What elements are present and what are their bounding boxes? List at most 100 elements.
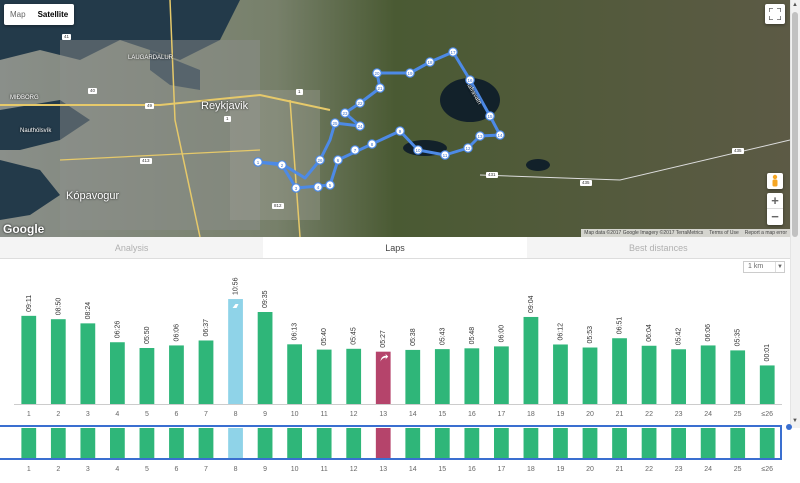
lap-marker[interactable]: 23: [340, 108, 350, 118]
lap-bar[interactable]: [700, 345, 716, 404]
bar-value-label: 10:56: [233, 277, 240, 295]
lap-marker[interactable]: 16: [465, 75, 475, 85]
scrollbar-thumb[interactable]: [792, 12, 798, 237]
scroll-down-icon[interactable]: ▼: [792, 418, 798, 424]
report-error-link[interactable]: Report a map error: [744, 230, 787, 236]
lap-bar[interactable]: [80, 323, 96, 404]
lap-marker[interactable]: 11: [440, 150, 450, 160]
lap-bar[interactable]: [316, 349, 332, 404]
bar-value-label: 09:35: [262, 290, 269, 308]
x-tick-label: 13: [379, 411, 387, 418]
lap-marker-label: 5: [329, 183, 332, 188]
overview-tick-label: 7: [204, 466, 208, 473]
lap-marker[interactable]: 17: [448, 47, 458, 57]
lap-marker[interactable]: 25: [330, 118, 340, 128]
road-badge: 435: [732, 148, 744, 154]
tab-analysis[interactable]: Analysis: [0, 237, 264, 258]
overview-bar: [700, 428, 716, 458]
tab-laps[interactable]: Laps: [263, 237, 527, 258]
lap-bar[interactable]: [287, 344, 302, 404]
lap-marker[interactable]: 9: [395, 126, 405, 136]
lap-bar[interactable]: [21, 315, 37, 404]
lap-bar[interactable]: [464, 348, 480, 404]
lap-marker[interactable]: 15: [485, 111, 495, 121]
lap-marker[interactable]: 12: [463, 143, 473, 153]
lap-marker-label: 23: [342, 111, 348, 116]
lap-marker[interactable]: 18: [425, 57, 435, 67]
lap-marker[interactable]: 22: [355, 98, 365, 108]
lap-marker[interactable]: 13: [475, 131, 485, 141]
lap-marker-label: 18: [427, 60, 433, 65]
lap-bar[interactable]: [434, 349, 450, 404]
lap-marker[interactable]: 6: [333, 155, 343, 165]
x-tick-label: 19: [557, 411, 565, 418]
overview-bar: [730, 428, 746, 458]
x-tick-label: 23: [675, 411, 683, 418]
lap-marker[interactable]: 5: [325, 180, 335, 190]
lap-bar[interactable]: [257, 312, 273, 404]
lap-marker[interactable]: 21: [375, 83, 385, 93]
bar-value-label: 06:51: [617, 317, 624, 335]
range-handle[interactable]: [786, 424, 792, 430]
lap-marker[interactable]: 1: [253, 157, 263, 167]
chevron-down-icon: ▼: [775, 262, 784, 272]
lap-bar[interactable]: [582, 347, 598, 404]
map-type-map-button[interactable]: Map: [10, 10, 26, 19]
lap-marker[interactable]: 3: [291, 183, 301, 193]
bar-value-label: 08:24: [85, 302, 92, 320]
tab-best-distances[interactable]: Best distances: [526, 237, 790, 258]
lap-marker[interactable]: 10: [413, 145, 423, 155]
lap-marker-label: 20: [374, 71, 380, 76]
fullscreen-button[interactable]: [765, 4, 785, 24]
scroll-up-icon[interactable]: ▲: [792, 2, 798, 8]
lap-marker[interactable]: 24: [355, 121, 365, 131]
lap-bar[interactable]: [50, 319, 66, 404]
lap-bar[interactable]: [759, 365, 775, 404]
lap-marker-label: 1: [257, 160, 260, 165]
lap-bar[interactable]: [641, 345, 657, 404]
bar-value-label: 05:38: [410, 328, 417, 346]
lap-bar[interactable]: [405, 349, 421, 404]
lap-marker-label: 19: [407, 71, 413, 76]
lap-bar[interactable]: [228, 299, 243, 404]
overview-bar: [612, 428, 627, 458]
overview-tick-label: 20: [586, 466, 594, 473]
x-tick-label: 15: [438, 411, 446, 418]
lap-bar[interactable]: [523, 316, 539, 404]
lap-marker-label: 2: [281, 163, 284, 168]
lap-bar[interactable]: [169, 345, 184, 404]
bar-value-label: 05:43: [439, 327, 446, 345]
lap-bar[interactable]: [730, 350, 746, 404]
lap-marker[interactable]: 2: [277, 160, 287, 170]
lap-bar[interactable]: [198, 340, 214, 404]
terms-link[interactable]: Terms of Use: [709, 230, 739, 236]
lap-marker[interactable]: 26: [315, 155, 325, 165]
overview-tick-label: 24: [704, 466, 712, 473]
lap-bar[interactable]: [110, 342, 125, 404]
lap-marker[interactable]: 20: [372, 68, 382, 78]
lap-bar[interactable]: [139, 348, 155, 404]
place-label: Reykjavik: [201, 100, 249, 112]
lap-bar[interactable]: [553, 344, 568, 404]
lap-bar[interactable]: [612, 338, 627, 404]
street-view-button[interactable]: [767, 173, 783, 189]
lap-marker-label: 4: [317, 185, 320, 190]
lap-marker[interactable]: 14: [495, 130, 505, 140]
lap-distance-select[interactable]: 1 km ▼: [743, 261, 785, 273]
lap-bar[interactable]: [494, 346, 509, 404]
zoom-in-button[interactable]: +: [767, 193, 783, 209]
lap-marker[interactable]: 4: [313, 182, 323, 192]
lap-marker[interactable]: 8: [367, 139, 377, 149]
overview-bar: [139, 428, 155, 458]
lap-bar[interactable]: [671, 349, 686, 404]
zoom-out-button[interactable]: −: [771, 209, 779, 224]
lap-bar[interactable]: [375, 351, 391, 404]
route-map[interactable]: Reykjavik LAUGARDALUR MIÐBORG Nauthólsví…: [0, 0, 790, 237]
lap-bar[interactable]: [346, 348, 362, 404]
overview-range-selector[interactable]: [0, 425, 782, 460]
lap-marker[interactable]: 7: [350, 145, 360, 155]
satellite-imagery: [0, 0, 790, 237]
lap-marker[interactable]: 19: [405, 68, 415, 78]
map-type-satellite-button[interactable]: Satellite: [37, 10, 69, 19]
